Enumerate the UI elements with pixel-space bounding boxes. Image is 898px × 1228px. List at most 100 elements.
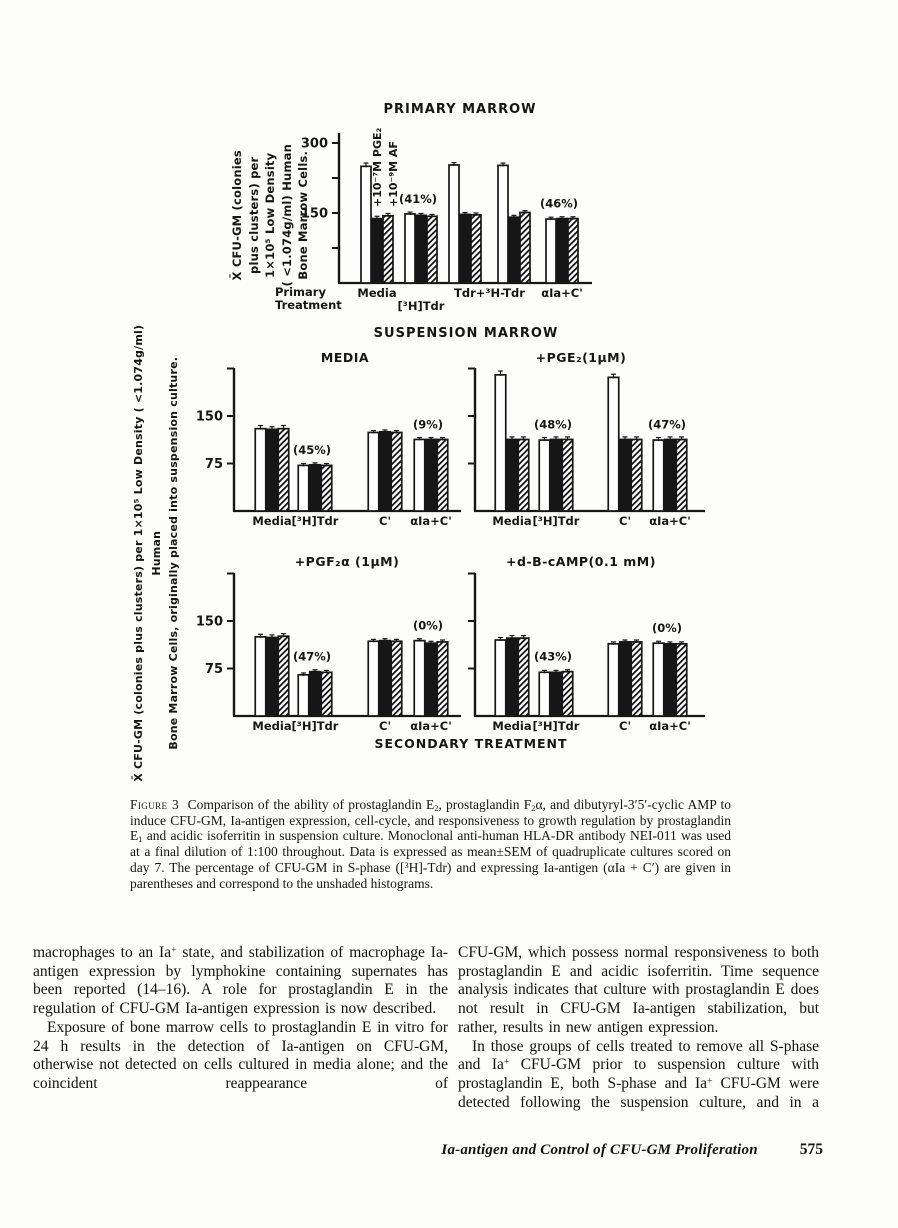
- x-group-label: αIa+C': [541, 286, 583, 300]
- bar: [360, 165, 372, 284]
- bar: [367, 431, 380, 512]
- bar: [561, 670, 574, 717]
- bar: [538, 439, 551, 512]
- bar: [265, 428, 279, 512]
- paragraph: Exposure of bone marrow cells to prostag…: [33, 1018, 448, 1092]
- x-group-label: Tdr+³H-Tdr: [454, 286, 525, 300]
- bar: [297, 673, 310, 717]
- body-column-left: macrophages to an Ia+ state, and stabili…: [33, 944, 448, 1094]
- bar: [320, 464, 333, 512]
- bar: [277, 635, 290, 717]
- bar: [297, 464, 310, 512]
- y-tick-label: 300: [301, 136, 328, 151]
- primary-marrow-title: PRIMARY MARROW: [383, 102, 537, 117]
- x-group-label: C': [619, 514, 631, 528]
- bar: [497, 164, 509, 284]
- bar: [415, 214, 427, 284]
- bar: [549, 438, 563, 512]
- bar: [448, 164, 460, 284]
- suspension-marrow-title: SUSPENSION MARROW: [373, 326, 559, 341]
- bar: [494, 373, 507, 512]
- legend-label: +10⁻⁷M PGE₂: [371, 127, 384, 207]
- figure-caption-lead: Figure 3: [130, 797, 180, 812]
- y-tick-label: 150: [301, 206, 328, 221]
- chart-suspension-pge2: +PGE₂(1μM) Media (48%) [³H]Tdr C' (47%) αIa+C': [468, 350, 705, 528]
- page-number: 575: [799, 1141, 823, 1158]
- bar: [652, 439, 665, 512]
- paragraph: macrophages to an Ia+ state, and stabili…: [33, 944, 448, 1018]
- bar: [413, 438, 426, 512]
- bar: [254, 635, 267, 717]
- percent-label: (43%): [534, 650, 572, 664]
- bar: [607, 642, 620, 717]
- bar: [470, 214, 482, 284]
- bar: [517, 438, 530, 512]
- x-group-label: [³H]Tdr: [533, 719, 580, 733]
- x-group-label: C': [619, 719, 631, 733]
- bar: [607, 376, 620, 512]
- page-footer: Ia-antigen and Control of CFU-GM Prolife…: [300, 1141, 823, 1159]
- chart-title: MEDIA: [321, 350, 369, 365]
- bar: [549, 671, 563, 717]
- bar: [618, 438, 632, 512]
- chart-suspension-pgf2a: +PGF₂α (1μM) 150 75 Media (47%) [³H]Tdr C' (0%)…: [196, 554, 461, 733]
- percent-label: (46%): [540, 197, 578, 211]
- percent-label: (0%): [413, 619, 443, 633]
- bar: [630, 641, 643, 717]
- percent-label: (45%): [293, 443, 331, 457]
- body-column-right: CFU-GM, which possess normal responsiven…: [458, 944, 819, 1112]
- x-group-label: [³H]Tdr: [292, 514, 339, 528]
- chart-title: +PGE₂(1μM): [536, 350, 627, 365]
- chart-suspension-media: MEDIA 150 75 Media (45%) [³H]Tdr C' (9%) αIa+C': [196, 350, 461, 528]
- bar: [505, 637, 519, 717]
- y-tick-label: 150: [196, 410, 223, 425]
- bar: [413, 639, 426, 717]
- bar: [663, 438, 677, 512]
- figure-caption: Figure 3 Comparison of the ability of pr…: [130, 797, 731, 891]
- bar: [494, 639, 507, 717]
- x-group-label: αIa+C': [410, 514, 452, 528]
- bar: [508, 216, 520, 284]
- bar: [390, 640, 403, 717]
- x-group-label: αIa+C': [410, 719, 452, 733]
- bar: [382, 214, 394, 284]
- paragraph: CFU-GM, which possess normal responsiven…: [458, 944, 819, 1036]
- bar: [277, 427, 290, 512]
- bar: [404, 213, 416, 284]
- bar: [426, 215, 438, 284]
- secondary-treatment-caption: SECONDARY TREATMENT: [374, 736, 568, 751]
- bar: [320, 671, 333, 717]
- bar: [367, 640, 380, 717]
- chart-title: +d-B-cAMP(0.1 mM): [506, 554, 656, 569]
- bar: [652, 642, 665, 717]
- bar: [378, 639, 392, 717]
- percent-label: (47%): [648, 417, 686, 431]
- chart-title: +PGF₂α (1μM): [295, 554, 400, 569]
- bar: [618, 641, 632, 717]
- bar: [663, 642, 677, 717]
- x-group-label: Media: [357, 286, 396, 300]
- x-group-label: C': [379, 514, 391, 528]
- percent-label: (0%): [652, 621, 682, 635]
- percent-label: (48%): [534, 417, 572, 431]
- percent-label: (41%): [399, 192, 437, 206]
- chart-suspension-camp: +d-B-cAMP(0.1 mM) Media (43%) [³H]Tdr C' (0%)…: [468, 554, 705, 733]
- bar: [390, 431, 403, 512]
- x-group-label: [³H]Tdr: [533, 514, 580, 528]
- bar: [371, 217, 383, 284]
- x-group-label: [³H]Tdr: [398, 299, 445, 313]
- x-group-label: αIa+C': [649, 719, 691, 733]
- bar: [567, 217, 579, 284]
- bar: [538, 671, 551, 717]
- bar: [308, 670, 322, 717]
- running-title: Ia-antigen and Control of CFU-GM Prolife…: [441, 1142, 758, 1158]
- bar: [459, 213, 471, 284]
- bar: [517, 637, 530, 717]
- bar: [675, 642, 688, 717]
- primary-treatment-caption: Primary Treatment: [275, 285, 342, 312]
- figure-caption-text: Comparison of the ability of prostagland…: [130, 797, 731, 891]
- percent-label: (9%): [413, 417, 443, 431]
- bar: [519, 211, 531, 284]
- percent-label: (47%): [293, 650, 331, 664]
